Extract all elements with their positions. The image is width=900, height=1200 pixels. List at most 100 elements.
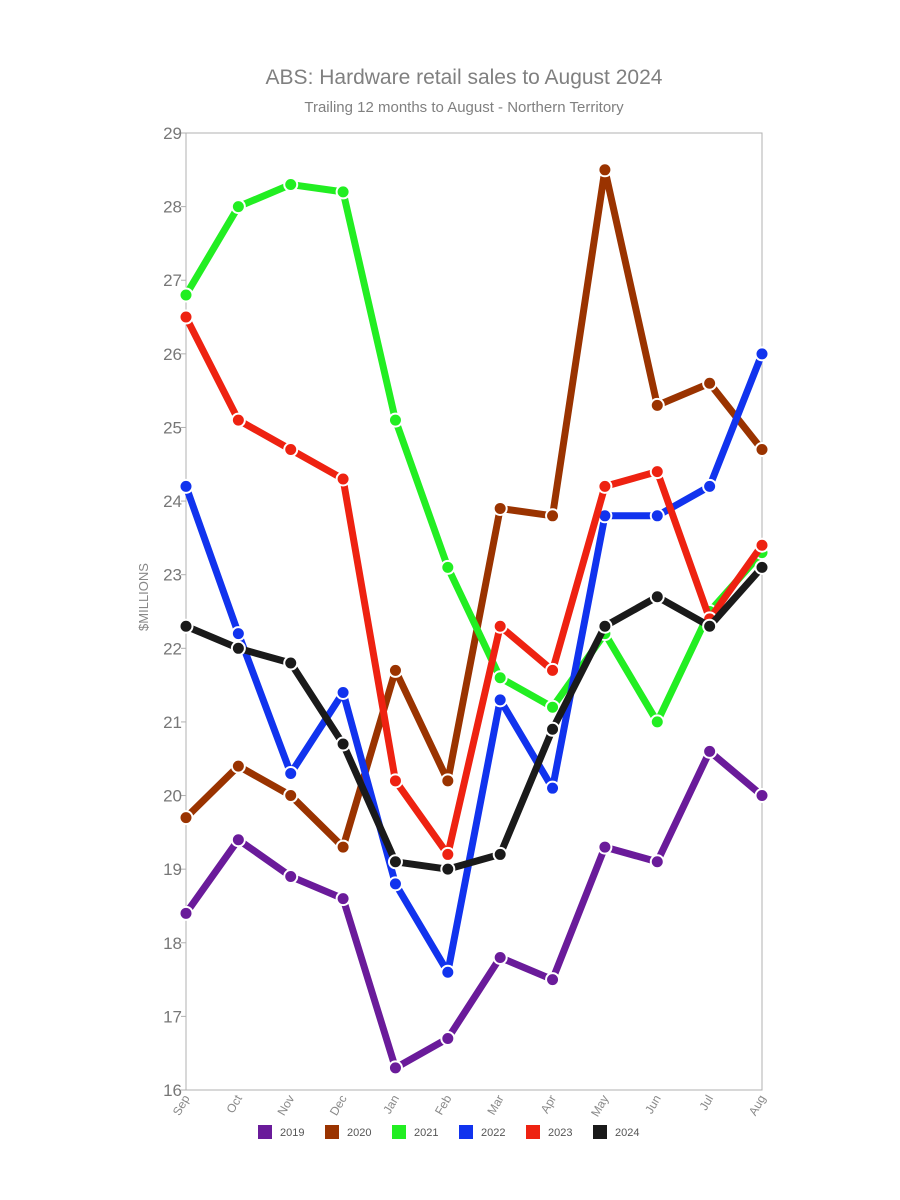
data-point [545, 699, 561, 715]
y-tick-label: 16 [163, 1081, 182, 1100]
y-tick-label: 24 [163, 492, 182, 511]
data-point [440, 559, 456, 575]
data-point [545, 508, 561, 524]
legend-item-2024: 2024 [593, 1125, 639, 1139]
data-point [492, 846, 508, 862]
data-point [649, 508, 665, 524]
y-tick-label: 19 [163, 860, 182, 879]
legend-label: 2023 [548, 1127, 572, 1139]
data-point [230, 640, 246, 656]
legend-swatch [392, 1125, 406, 1139]
legend-label: 2022 [481, 1127, 505, 1139]
series-line [182, 181, 766, 726]
data-point [440, 1030, 456, 1046]
data-point [649, 714, 665, 730]
data-point [440, 964, 456, 980]
series-2019 [178, 743, 770, 1076]
data-point [754, 537, 770, 553]
x-axis-ticks: Sep Oct Nov Dec Jan Feb Mar Apr May Jun Jul Aug [170, 1092, 769, 1119]
data-point [440, 861, 456, 877]
data-point [492, 500, 508, 516]
data-point [597, 162, 613, 178]
x-tick-label: Feb [432, 1092, 455, 1117]
data-point [545, 972, 561, 988]
legend-label: 2021 [414, 1127, 438, 1139]
data-point [283, 177, 299, 193]
data-point [335, 839, 351, 855]
x-tick-label: Dec [327, 1093, 350, 1118]
data-point [754, 559, 770, 575]
series-line [182, 747, 766, 1072]
data-point [283, 765, 299, 781]
y-tick-label: 21 [163, 713, 182, 732]
data-point [597, 478, 613, 494]
series-2020 [178, 162, 770, 855]
series-2021 [178, 177, 770, 730]
data-point [754, 346, 770, 362]
y-tick-label: 26 [163, 345, 182, 364]
data-point [702, 375, 718, 391]
data-point [702, 478, 718, 494]
legend: 2019 2020 2021 2022 2023 2024 [258, 1125, 639, 1139]
y-tick-label: 28 [163, 198, 182, 217]
data-point [387, 854, 403, 870]
legend-swatch [325, 1125, 339, 1139]
data-point [597, 618, 613, 634]
legend-swatch [526, 1125, 540, 1139]
legend-item-2019: 2019 [258, 1125, 304, 1139]
data-point [440, 773, 456, 789]
y-tick-label: 23 [163, 566, 182, 585]
x-tick-label: Jul [696, 1093, 716, 1113]
legend-label: 2019 [280, 1127, 304, 1139]
data-point [597, 839, 613, 855]
data-point [492, 692, 508, 708]
data-point [545, 662, 561, 678]
x-tick-label: Aug [746, 1093, 769, 1118]
y-tick-label: 17 [163, 1007, 182, 1026]
series-2022 [178, 346, 770, 980]
y-tick-label: 29 [163, 124, 182, 143]
data-point [335, 891, 351, 907]
data-point [230, 412, 246, 428]
data-point [178, 287, 194, 303]
data-point [178, 905, 194, 921]
y-tick-label: 22 [163, 639, 182, 658]
legend-swatch [459, 1125, 473, 1139]
data-point [230, 832, 246, 848]
data-point [492, 618, 508, 634]
series-layer [178, 162, 770, 1076]
chart-subtitle: Trailing 12 months to August - Northern … [304, 99, 624, 116]
data-point [702, 618, 718, 634]
data-point [230, 758, 246, 774]
data-point [387, 1060, 403, 1076]
data-point [335, 736, 351, 752]
series-line [182, 563, 766, 873]
data-point [702, 743, 718, 759]
data-point [230, 626, 246, 642]
y-tick-label: 25 [163, 418, 182, 437]
data-point [283, 655, 299, 671]
legend-swatch [593, 1125, 607, 1139]
data-point [387, 773, 403, 789]
data-point [178, 478, 194, 494]
data-point [387, 876, 403, 892]
data-point [335, 471, 351, 487]
data-point [335, 684, 351, 700]
data-point [335, 184, 351, 200]
series-line [182, 313, 766, 858]
legend-item-2023: 2023 [526, 1125, 572, 1139]
data-point [387, 662, 403, 678]
y-axis-ticks: 16 17 18 19 20 21 22 23 24 25 26 27 28 29 [163, 124, 186, 1100]
y-tick-label: 27 [163, 271, 182, 290]
legend-label: 2020 [347, 1127, 371, 1139]
x-tick-label: Apr [538, 1093, 559, 1116]
data-point [178, 810, 194, 826]
series-2024 [178, 559, 770, 877]
plot-area-frame [185, 132, 763, 1091]
data-point [178, 309, 194, 325]
legend-item-2020: 2020 [325, 1125, 371, 1139]
data-point [649, 854, 665, 870]
x-tick-label: Mar [484, 1093, 506, 1118]
